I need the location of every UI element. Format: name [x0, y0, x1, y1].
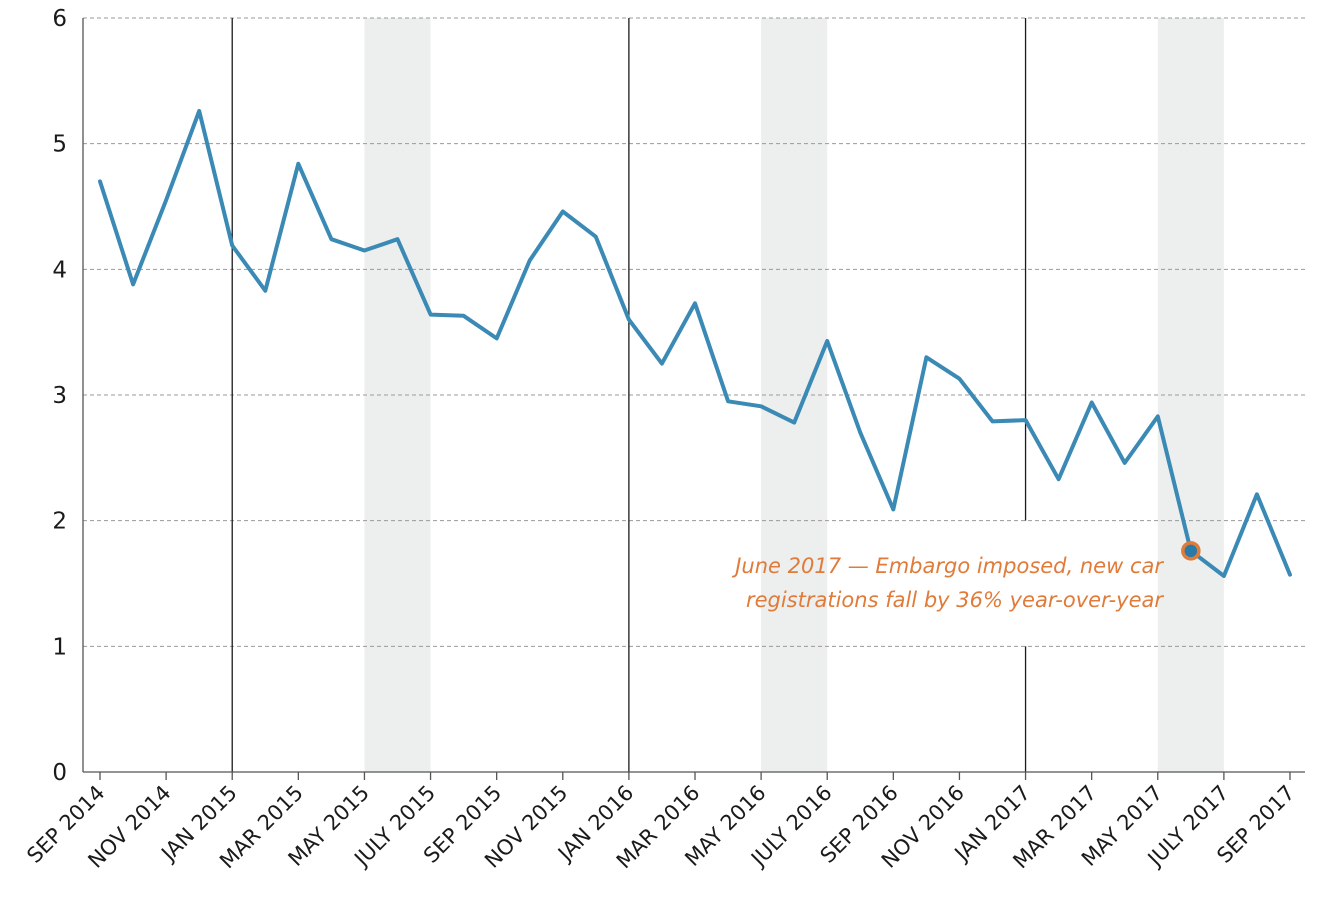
y-tick-label: 0 — [52, 760, 67, 786]
annotation-text-line-2: registrations fall by 36% year-over-year — [746, 588, 1164, 612]
y-tick-label: 4 — [52, 257, 67, 283]
y-tick-label: 3 — [52, 383, 67, 409]
annotation: June 2017 — Embargo imposed, new car reg… — [731, 541, 1201, 612]
y-axis-ticks: 0 1 2 3 4 5 6 — [52, 6, 67, 786]
series-line — [98, 109, 1292, 578]
y-tick-label: 2 — [52, 509, 67, 535]
y-tick-label: 1 — [52, 634, 67, 660]
annotation-text-line-1: June 2017 — Embargo imposed, new car — [731, 554, 1164, 578]
annotation-marker — [1181, 541, 1201, 561]
y-tick-label: 6 — [52, 6, 67, 32]
year-dividers — [231, 18, 1027, 772]
y-gridlines — [83, 17, 1305, 647]
y-tick-label: 5 — [52, 132, 67, 158]
